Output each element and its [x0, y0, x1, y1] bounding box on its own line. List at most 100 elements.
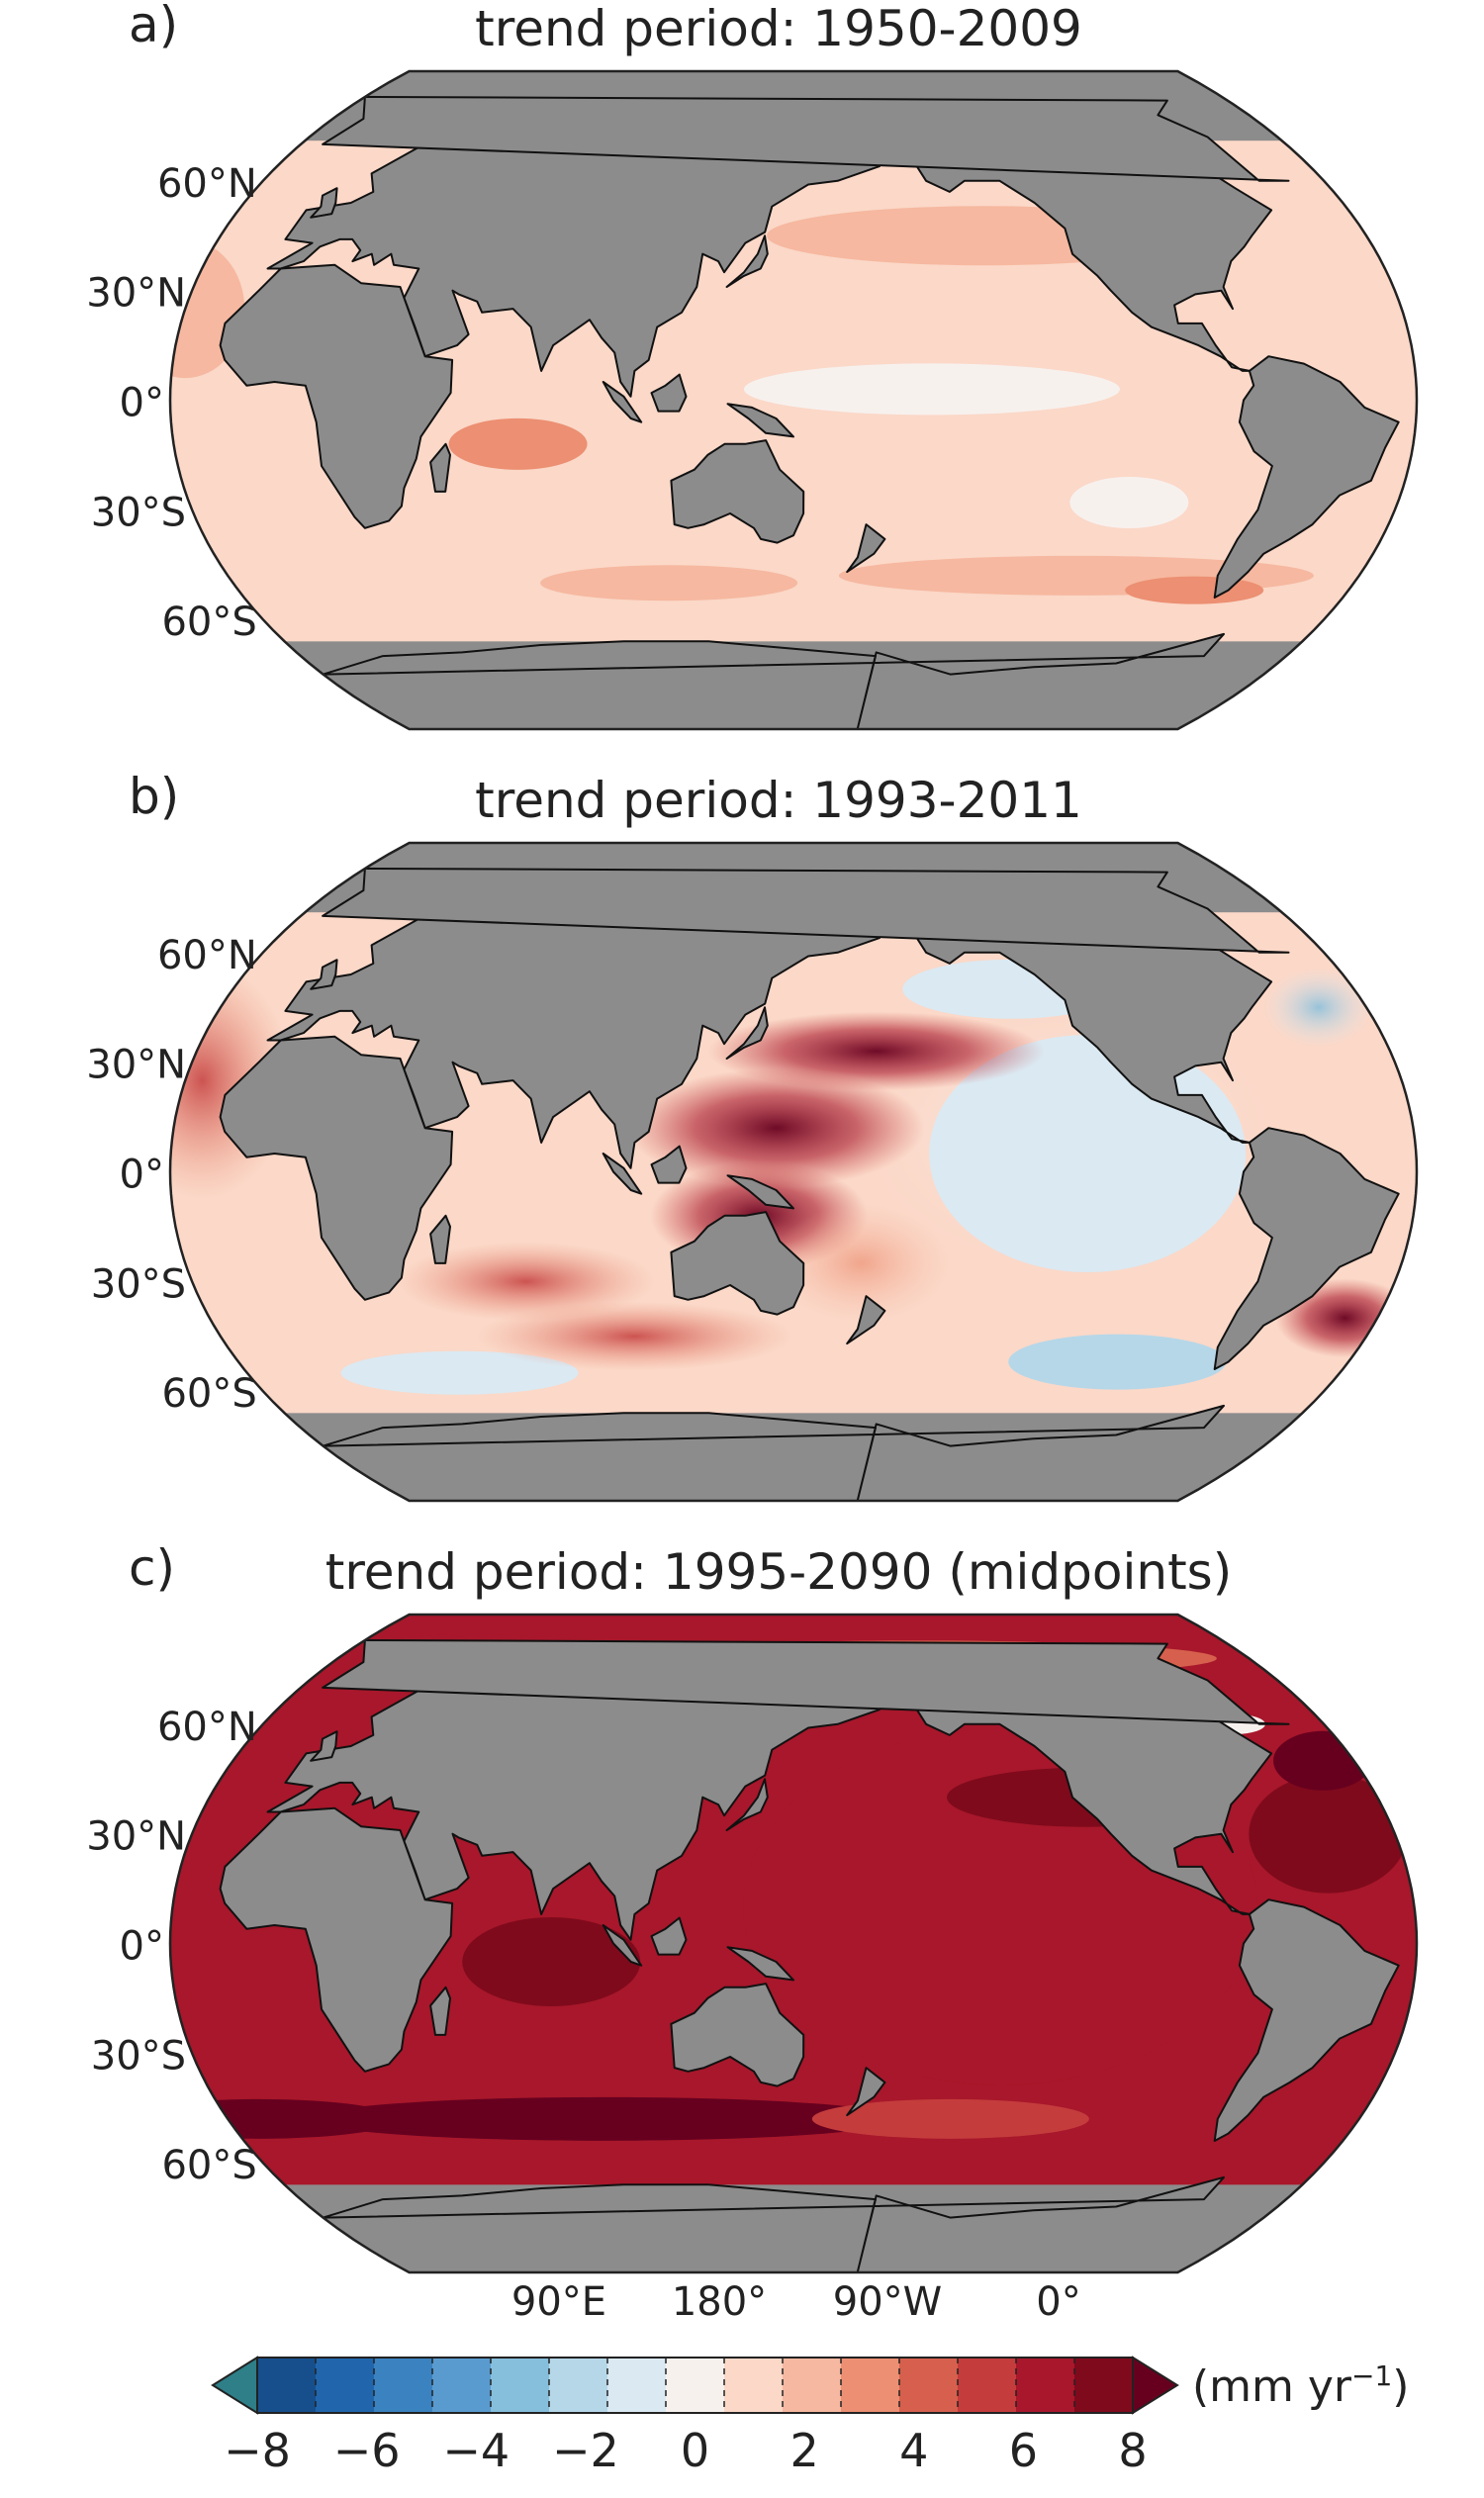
land-sumatra	[602, 381, 643, 423]
colorbar-swatch	[316, 2358, 375, 2413]
field-patch	[340, 1350, 579, 1395]
colorbar-swatch	[607, 2358, 667, 2413]
land-antarctica	[322, 1404, 1225, 1501]
field-patch	[772, 1203, 951, 1323]
field-patch	[476, 1301, 793, 1371]
latitude-label: 0°	[120, 381, 164, 426]
field-patch	[1008, 1334, 1227, 1390]
field-patch	[1249, 1774, 1408, 1894]
land-japan	[725, 1778, 769, 1831]
latitude-label: 30°N	[86, 1814, 186, 1860]
field-patch	[1263, 968, 1373, 1048]
land-australia	[670, 1983, 805, 2087]
land-nz	[846, 2067, 886, 2117]
land-nz	[846, 1295, 886, 1345]
latitude-label: 30°S	[91, 490, 186, 535]
panel-title: trend period: 1950-2009	[475, 0, 1082, 57]
colorbar-tick-label: 4	[899, 2424, 928, 2477]
field-patch	[397, 1242, 655, 1322]
longitude-label: 90°E	[511, 2279, 606, 2325]
land-sumatra	[602, 1153, 643, 1195]
latitude-label: 0°	[120, 1924, 164, 1970]
field-patch	[811, 2098, 1089, 2139]
colorbar-swatch	[491, 2358, 550, 2413]
longitude-label: 180°	[672, 2279, 767, 2325]
continents	[219, 1638, 1400, 2272]
colorbar-tick-label: −4	[442, 2424, 510, 2477]
land-antarctica	[322, 632, 1225, 729]
latitude-label: 60°N	[157, 161, 257, 207]
colorbar-swatch	[899, 2358, 959, 2413]
colorbar-swatch	[549, 2358, 608, 2413]
latitude-label: 30°S	[91, 1261, 186, 1307]
field-patch	[540, 565, 798, 601]
colorbar-swatch	[958, 2358, 1017, 2413]
field-patch	[743, 363, 1120, 416]
colorbar-tick-label: −2	[552, 2424, 619, 2477]
continents	[219, 867, 1400, 1501]
colorbar-tick-label: 6	[1009, 2424, 1038, 2477]
land-australia	[670, 1211, 805, 1316]
land-newguinea	[726, 1174, 794, 1210]
field-patch	[627, 1068, 925, 1188]
colorbar-tick-label: −6	[333, 2424, 401, 2477]
land-samerica	[1213, 1127, 1400, 1370]
land-newguinea	[726, 1946, 794, 1982]
field-patch	[462, 1916, 641, 2006]
land-uk	[310, 1730, 338, 1762]
land-japan	[725, 1006, 769, 1060]
latitude-label: 30°S	[91, 2033, 186, 2079]
longitude-labels: 90°E 180° 90°W 0°	[511, 2279, 1081, 2325]
land-madagascar	[429, 442, 451, 493]
land-africa	[219, 263, 454, 529]
map-frame	[168, 841, 1419, 1503]
colorbar-swatch	[1016, 2358, 1075, 2413]
field-patch	[1125, 576, 1264, 604]
latitude-label: 60°S	[161, 600, 256, 645]
colorbar-swatch	[374, 2358, 433, 2413]
land-antarctica	[322, 2175, 1225, 2272]
land-madagascar	[429, 1214, 451, 1264]
panels-layer: a) trend period: 1950-2009 60°N 30°N 0° 30°S 6…	[86, 0, 1419, 2274]
colorbar-tick-label: 8	[1118, 2424, 1147, 2477]
map-frame	[168, 69, 1419, 731]
land-nz	[846, 523, 886, 574]
latitude-label: 60°S	[161, 1371, 256, 1417]
panel-letter: c)	[129, 1539, 175, 1597]
field-patch	[308, 2096, 902, 2141]
colorbar-tick-label: 0	[681, 2424, 709, 2477]
latitude-label: 60°S	[161, 2143, 256, 2188]
colorbar-extend-low	[211, 2356, 258, 2415]
trend-field	[170, 71, 1417, 729]
colorbar-swatch	[841, 2358, 900, 2413]
latitude-label: 30°N	[86, 1043, 186, 1088]
land-uk	[310, 187, 338, 219]
land-borneo	[650, 1916, 688, 1956]
field-patch	[1069, 476, 1189, 528]
map-panel-2: b) trend period: 1993-2011 60°N 30°N 0° 30°S 6…	[86, 768, 1419, 1503]
colorbar-tick-label: 2	[789, 2424, 818, 2477]
map-frame	[168, 1613, 1419, 2274]
latitude-label: 30°N	[86, 271, 186, 317]
latitude-label: 60°N	[157, 1705, 257, 1750]
colorbar-swatch	[783, 2358, 842, 2413]
colorbar-swatch	[257, 2358, 317, 2413]
longitude-label: 90°W	[833, 2279, 942, 2325]
field-patch	[170, 2098, 399, 2139]
land-sumatra	[602, 1924, 643, 1967]
map-panel-3: c) trend period: 1995-2090 (midpoints) 60°…	[86, 1539, 1419, 2274]
panel-letter: a)	[129, 0, 178, 53]
latitude-label: 60°N	[157, 933, 257, 978]
land-borneo	[650, 1145, 688, 1184]
colorbar-frame	[256, 2357, 1134, 2414]
panel-title: trend period: 1993-2011	[475, 772, 1082, 829]
land-japan	[725, 234, 769, 288]
latitude-label: 0°	[120, 1153, 164, 1198]
panel-letter: b)	[129, 768, 179, 825]
map-panel-1: a) trend period: 1950-2009 60°N 30°N 0° 30°S 6…	[86, 0, 1419, 731]
colorbar-extend-high	[1132, 2356, 1179, 2415]
continents	[219, 95, 1400, 729]
colorbar-swatch	[724, 2358, 784, 2413]
trend-field	[170, 843, 1417, 1501]
